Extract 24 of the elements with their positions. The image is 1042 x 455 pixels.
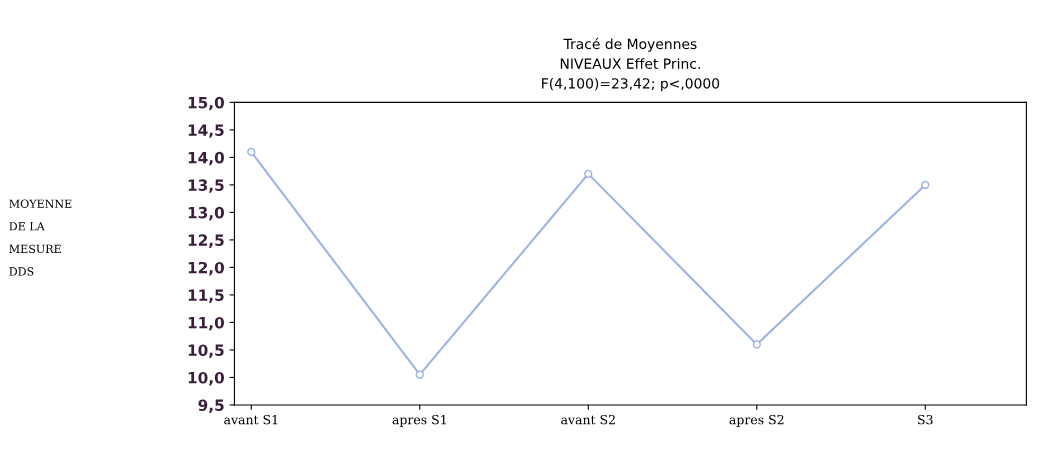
chart-title: Tracé de Moyennes NIVEAUX Effet Princ. F(4,100)=23,42; p<,0000: [542, 37, 720, 92]
y-tick-label: 10,5: [188, 344, 224, 358]
point: [921, 180, 930, 190]
point: [247, 147, 256, 157]
y-tick-label: 11,5: [188, 289, 224, 303]
y-tick-label: 13,5: [188, 179, 224, 193]
x-tick-label: S3: [918, 414, 933, 425]
y-tick-label: 14,0: [188, 151, 224, 166]
y-tick-label: 10,0: [188, 371, 224, 386]
y-tick-label: 14,5: [188, 124, 224, 138]
text: MOYENNE DE LA MESURE DDS: [9, 199, 72, 276]
point: [415, 370, 424, 379]
y-tick-label: 15,0: [188, 96, 224, 111]
y-tick-label: 13,0: [188, 206, 224, 221]
x-tick-label: avant S1: [224, 414, 278, 425]
y-tick-label: 11,0: [188, 316, 224, 331]
y-tick-label: 9,5: [198, 399, 224, 413]
x-tick-label: apres S1: [392, 414, 446, 427]
y-tick-label: 12,5: [188, 234, 224, 248]
y-tick-label: 12,0: [188, 261, 224, 276]
point: [752, 340, 761, 349]
x-tick-label: apres S2: [729, 414, 784, 427]
x-tick-label: avant S2: [561, 414, 615, 425]
point: [584, 169, 593, 179]
